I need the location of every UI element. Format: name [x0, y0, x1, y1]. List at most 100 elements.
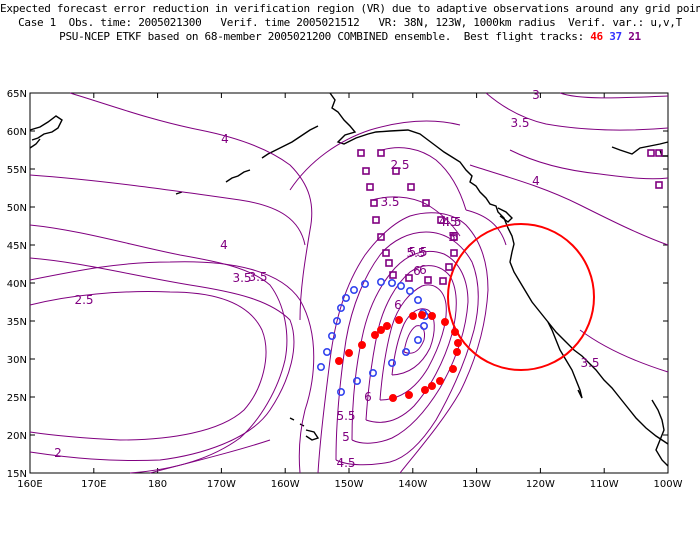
longitude-label: 160W — [271, 479, 300, 490]
track-blue-point — [387, 278, 396, 287]
gulf-mexico-coast — [651, 399, 669, 467]
contour-label: 5 — [451, 230, 459, 244]
flight-track-blue — [316, 277, 429, 396]
contour-label: 5.5 — [406, 246, 425, 260]
track-red-point — [421, 386, 429, 394]
contour-label: 5.5 — [408, 245, 427, 259]
kamchatka-coast — [29, 115, 63, 141]
track-blue-point — [349, 285, 358, 294]
track-red-point — [335, 357, 343, 365]
latitude-label: 55N — [7, 165, 27, 176]
track-blue-point — [336, 387, 345, 396]
track-purple-point — [357, 149, 365, 157]
track-purple-point — [655, 149, 663, 157]
contour-label: 4 — [532, 174, 540, 188]
track-blue-point — [376, 277, 385, 286]
track-purple-point — [647, 149, 655, 157]
track-purple-point — [370, 199, 378, 207]
title-line-2: Case 1 Obs. time: 2005021300 Verif. time… — [18, 16, 682, 29]
longitude-label: 130W — [462, 479, 491, 490]
contour-label: 6 — [419, 263, 427, 277]
track-red-point — [436, 377, 444, 385]
track-blue-point — [419, 321, 428, 330]
track-blue-point — [316, 362, 325, 371]
longitude-label: 100W — [654, 479, 683, 490]
track-blue-point — [327, 331, 336, 340]
track-purple-point — [385, 259, 393, 267]
track-purple-point — [439, 277, 447, 285]
latitude-label: 30N — [7, 355, 27, 366]
contour-label: 3.5 — [510, 116, 529, 130]
longitude-labels: 160E 170E 180 170W 160W 150W 140W 130W 120W 110W 1… — [17, 479, 682, 490]
track-blue-point — [387, 358, 396, 367]
track-blue-point — [368, 368, 377, 377]
longitude-label: 110W — [590, 479, 619, 490]
contour-label: 3.5 — [232, 271, 251, 285]
latitude-label: 25N — [7, 393, 27, 404]
track-purple-point — [445, 263, 453, 271]
track-purple-point — [407, 183, 415, 191]
verification-region-circle — [447, 223, 595, 371]
track-purple-point — [366, 183, 374, 191]
track-purple-point — [377, 233, 385, 241]
contour-labels: 22.53.543.544.555.56665.554.53.53.544.55… — [54, 88, 599, 470]
track-red-point — [449, 365, 457, 373]
latitude-label: 60N — [7, 127, 27, 138]
track-purple-point — [655, 181, 663, 189]
track-red-point — [395, 316, 403, 324]
title-line-1: Expected forecast error reduction in ver… — [0, 2, 700, 15]
latitude-label: 65N — [7, 89, 27, 100]
track-purple-point — [372, 216, 380, 224]
contour-label: 2.5 — [74, 293, 93, 307]
title-line-3-text: PSU-NCEP ETKF based on 68-member 2005021… — [59, 30, 591, 43]
contour-label: 4.5 — [336, 456, 355, 470]
latitude-labels: 65N 60N 55N 50N 45N 40N 35N 30N 25N 20N 15N — [7, 89, 27, 480]
latitude-label: 40N — [7, 279, 27, 290]
track-purple-point — [450, 249, 458, 257]
contour-label: 4.5 — [442, 215, 461, 229]
track-blue-point — [413, 295, 422, 304]
track-red-point — [358, 341, 366, 349]
track-blue-point — [396, 281, 405, 290]
map-frame — [29, 92, 669, 474]
contour-label: 3.5 — [248, 270, 267, 284]
title-line-3: PSU-NCEP ETKF based on 68-member 2005021… — [0, 30, 700, 43]
contour-label: 6 — [364, 390, 372, 404]
contour-label: 5 — [448, 230, 456, 244]
longitude-label: 170W — [207, 479, 236, 490]
longitude-label: 140W — [398, 479, 427, 490]
track-purple-point — [392, 167, 400, 175]
coastlines — [29, 92, 669, 467]
track-red-point — [451, 328, 459, 336]
latitude-label: 35N — [7, 317, 27, 328]
track-purple-point — [450, 233, 458, 241]
track-red-point — [453, 348, 461, 356]
alaska-coast — [329, 92, 669, 445]
track-red-point — [383, 322, 391, 330]
track-purple-point — [382, 249, 390, 257]
contour-label: 5.5 — [336, 409, 355, 423]
track-red-point — [418, 311, 426, 319]
contour-label: 3.5 — [580, 356, 599, 370]
latitude-label: 45N — [7, 241, 27, 252]
track-blue-point — [360, 279, 369, 288]
latitude-label: 20N — [7, 431, 27, 442]
track-red-point — [371, 331, 379, 339]
track-red-point — [409, 312, 417, 320]
track-purple-point — [389, 271, 397, 279]
track-count-blue: 37 — [609, 30, 622, 43]
track-blue-point — [413, 335, 422, 344]
contour-label: 3 — [532, 88, 540, 102]
track-red-point — [377, 326, 385, 334]
track-purple-point — [422, 199, 430, 207]
longitude-label: 160E — [17, 479, 42, 490]
track-red-point — [345, 349, 353, 357]
track-blue-point — [336, 303, 345, 312]
track-blue-point — [332, 316, 341, 325]
track-purple-point — [362, 167, 370, 175]
track-blue-point — [405, 286, 414, 295]
flight-track-red — [335, 311, 462, 402]
longitude-label: 170E — [81, 479, 106, 490]
contour-label: 4 — [220, 238, 228, 252]
track-red-point — [389, 394, 397, 402]
